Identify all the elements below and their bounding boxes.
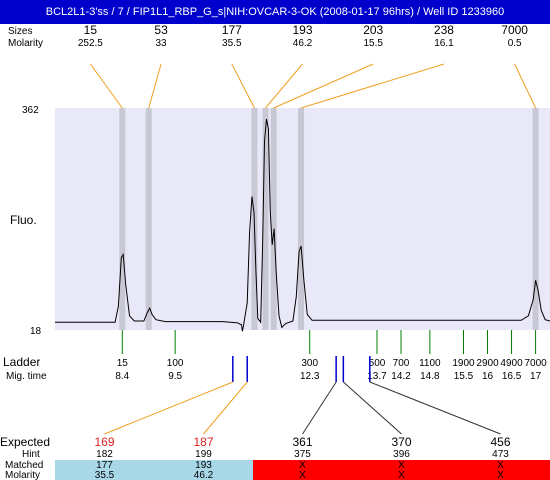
peak-size-label: 203 <box>363 24 383 37</box>
peak-connector <box>265 63 303 109</box>
matched-value: 177 <box>96 460 113 471</box>
peak-molarity-label: 16.1 <box>434 38 454 49</box>
hint-value: 396 <box>393 449 410 460</box>
matched-cell <box>352 460 451 480</box>
molarity-label: Molarity <box>8 38 43 49</box>
peak-size-label: 15 <box>84 24 98 37</box>
ladder-time-label: 14.8 <box>420 371 440 382</box>
expected-value: 187 <box>193 435 213 449</box>
matched-value: X <box>497 460 504 471</box>
ladder-time-label: 17 <box>530 371 542 382</box>
expected-connector <box>369 381 501 435</box>
ladder-size-label: 2900 <box>476 358 499 369</box>
peak-connector <box>148 63 162 109</box>
expected-connector <box>343 381 402 435</box>
fluo-axis-label: Fluo. <box>10 213 37 227</box>
peak-band <box>270 108 277 330</box>
peak-size-label: 53 <box>154 24 168 37</box>
bottom-molarity-label: Molarity <box>5 470 40 480</box>
ladder-time-label: 9.5 <box>168 371 182 382</box>
ladder-time-label: 12.3 <box>300 371 320 382</box>
ladder-time-label: 13.7 <box>367 371 387 382</box>
ladder-size-label: 7000 <box>524 358 547 369</box>
ladder-time-label: 15.5 <box>454 371 474 382</box>
sizes-label: Sizes <box>8 26 32 37</box>
expected-value: 169 <box>94 435 114 449</box>
mig-time-label: Mig. time <box>6 371 47 382</box>
expected-value: 456 <box>490 435 510 449</box>
peak-band <box>119 108 126 330</box>
matched-cell <box>451 460 550 480</box>
expected-connector <box>302 381 337 435</box>
peak-molarity-label: 15.5 <box>363 38 383 49</box>
expected-value: 370 <box>391 435 411 449</box>
expected-connector <box>104 381 234 435</box>
hint-value: 473 <box>492 449 509 460</box>
peak-size-label: 7000 <box>501 24 528 37</box>
peak-band <box>262 108 269 330</box>
matched-molarity-value: X <box>299 470 306 480</box>
matched-molarity-value: X <box>398 470 405 480</box>
y-tick-label: 362 <box>22 105 39 116</box>
matched-value: 193 <box>195 460 212 471</box>
peak-molarity-label: 252.5 <box>78 38 103 49</box>
matched-cell <box>154 460 253 480</box>
expected-value: 361 <box>292 435 312 449</box>
y-tick-label: 18 <box>30 326 42 337</box>
matched-molarity-value: 46.2 <box>194 470 214 480</box>
fluorescence-trace <box>55 118 550 332</box>
ladder-size-label: 4900 <box>500 358 523 369</box>
peak-molarity-label: 35.5 <box>222 38 242 49</box>
ladder-size-label: 1900 <box>452 358 475 369</box>
ladder-size-label: 300 <box>301 358 318 369</box>
ladder-size-label: 700 <box>393 358 410 369</box>
ladder-time-label: 16.5 <box>502 371 522 382</box>
ladder-time-label: 14.2 <box>391 371 411 382</box>
matched-molarity-value: X <box>497 470 504 480</box>
peak-connector <box>514 63 537 109</box>
peak-connector <box>300 63 445 109</box>
matched-cell <box>55 460 154 480</box>
ladder-time-label: 16 <box>482 371 494 382</box>
peak-connector <box>231 63 255 109</box>
peak-molarity-label: 46.2 <box>293 38 313 49</box>
electropherogram-chart: Sizes Molarity Fluo. Ladder Mig. time Ex… <box>0 24 550 480</box>
ladder-size-label: 500 <box>369 358 386 369</box>
hint-value: 375 <box>294 449 311 460</box>
matched-molarity-value: 35.5 <box>95 470 115 480</box>
peak-band <box>145 108 152 330</box>
hint-value: 199 <box>195 449 212 460</box>
ladder-time-label: 8.4 <box>115 371 129 382</box>
matched-label: Matched <box>5 460 43 471</box>
chart-title: BCL2L1-3'ss / 7 / FIP1L1_RBP_G_s|NIH:OVC… <box>0 0 550 24</box>
peak-size-label: 193 <box>292 24 312 37</box>
ladder-size-label: 15 <box>117 358 129 369</box>
ladder-size-label: 1100 <box>419 358 441 369</box>
peak-molarity-label: 0.5 <box>508 38 522 49</box>
peak-band <box>532 108 539 330</box>
peak-connector <box>273 63 374 109</box>
hint-label: Hint <box>22 449 40 460</box>
expected-label: Expected <box>0 435 50 449</box>
ladder-label: Ladder <box>3 355 40 369</box>
peak-size-label: 177 <box>222 24 242 37</box>
hint-value: 182 <box>96 449 113 460</box>
peak-molarity-label: 33 <box>156 38 168 49</box>
matched-value: X <box>299 460 306 471</box>
ladder-size-label: 100 <box>167 358 184 369</box>
peak-connector <box>89 63 123 109</box>
peak-size-label: 238 <box>434 24 454 37</box>
matched-value: X <box>398 460 405 471</box>
peak-band <box>298 108 305 330</box>
matched-cell <box>253 460 352 480</box>
expected-connector <box>203 381 248 435</box>
